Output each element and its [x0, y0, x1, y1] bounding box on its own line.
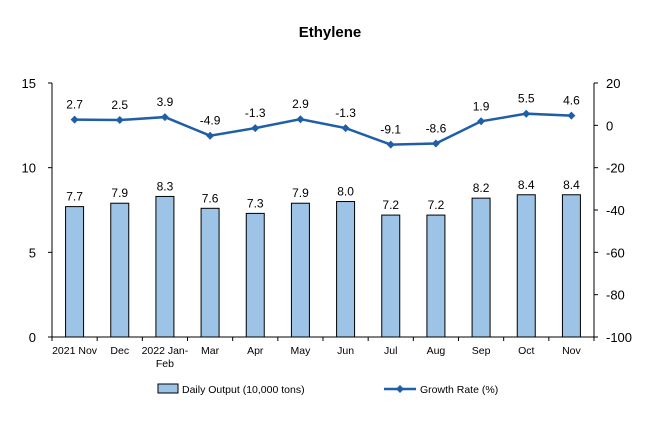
bar-daily-output [471, 197, 491, 338]
line-data-label: 5.5 [518, 92, 535, 106]
bar-data-label: 8.3 [157, 179, 174, 193]
bar-data-label: 7.2 [428, 198, 445, 212]
line-data-label: 2.7 [66, 98, 83, 112]
bar-daily-output [155, 195, 175, 338]
line-data-label: 2.9 [292, 97, 309, 111]
bar-data-label: 7.3 [247, 196, 264, 210]
x-category-label: Dec [110, 345, 129, 357]
growth-rate-point [567, 111, 576, 120]
line-data-label: 4.6 [563, 94, 580, 108]
growth-rate-point [341, 124, 350, 133]
right-tick-label: -20 [606, 161, 625, 176]
line-data-label: -8.6 [426, 122, 447, 136]
bar-data-label: 8.4 [518, 178, 535, 192]
growth-rate-point [70, 115, 79, 124]
chart-title: Ethylene [299, 24, 362, 41]
bar-daily-output [426, 214, 446, 338]
x-category-label: May [290, 345, 311, 357]
growth-rate-point [251, 124, 260, 133]
right-tick-label: 20 [606, 76, 620, 91]
bar-daily-output [516, 194, 536, 338]
left-tick-label: 15 [22, 76, 36, 91]
line-data-label: 1.9 [473, 99, 490, 113]
legend-line-label: Growth Rate (%) [420, 384, 498, 396]
growth-rate-point [206, 131, 215, 140]
x-category-label: Apr [247, 345, 264, 357]
growth-rate-point [115, 116, 124, 125]
bar-daily-output [561, 194, 581, 338]
bar-data-label: 8.0 [337, 185, 354, 199]
left-tick-label: 5 [29, 245, 36, 260]
right-tick-label: -60 [606, 245, 625, 260]
line-data-label: -1.3 [245, 106, 266, 120]
x-category-label: 2021 Nov [52, 345, 98, 357]
growth-rate-point [296, 115, 305, 124]
bar-daily-output [200, 207, 220, 338]
line-data-label: -9.1 [380, 123, 401, 137]
bar-daily-output [290, 202, 310, 338]
bar-data-label: 7.7 [66, 190, 83, 204]
x-category-label: Oct [518, 345, 534, 357]
x-category-label: Sep [472, 345, 491, 357]
legend-bar-label: Daily Output (10,000 tons) [182, 384, 305, 396]
growth-rate-point [477, 117, 486, 126]
right-tick-label: -100 [606, 330, 632, 345]
bar-data-label: 7.2 [382, 198, 399, 212]
bar-data-label: 7.9 [292, 186, 309, 200]
bar-daily-output [381, 214, 401, 338]
x-category-label: Jun [337, 345, 354, 357]
x-category-label: Aug [427, 345, 446, 357]
legend-bar-swatch [157, 383, 179, 394]
growth-rate-point [160, 113, 169, 122]
line-data-label: 2.5 [111, 98, 128, 112]
growth-rate-line [74, 112, 572, 146]
bar-data-label: 8.4 [563, 178, 580, 192]
bar-daily-output [336, 201, 356, 338]
plot-area: 0 5 10 15 -100 -80 -60 -40 -20 0 20 2021 Nov Dec 2022… [22, 76, 633, 370]
x-category-label: Nov [562, 345, 581, 357]
left-tick-label: 10 [22, 161, 36, 176]
line-data-label: -4.9 [200, 114, 221, 128]
bar-daily-output [65, 206, 85, 338]
right-tick-label: -80 [606, 288, 625, 303]
x-category-label: Feb [156, 358, 174, 370]
legend-line-marker [396, 385, 404, 393]
right-tick-label: 0 [606, 118, 613, 133]
x-category-label: 2022 Jan- [142, 345, 189, 357]
x-category-label: Jul [384, 345, 397, 357]
bar-daily-output [245, 212, 265, 338]
bar-data-label: 7.6 [202, 191, 219, 205]
growth-rate-point [522, 109, 531, 118]
growth-rate-point [386, 140, 395, 149]
bar-data-label: 7.9 [111, 186, 128, 200]
growth-rate-point [431, 139, 440, 148]
line-data-label: -1.3 [335, 106, 356, 120]
line-data-label: 3.9 [157, 95, 174, 109]
left-tick-label: 0 [29, 330, 36, 345]
x-category-label: Mar [201, 345, 220, 357]
legend: Daily Output (10,000 tons) Growth Rate (%… [157, 383, 498, 396]
bar-daily-output [110, 202, 130, 338]
right-tick-label: -40 [606, 203, 625, 218]
bar-data-label: 8.2 [473, 181, 490, 195]
